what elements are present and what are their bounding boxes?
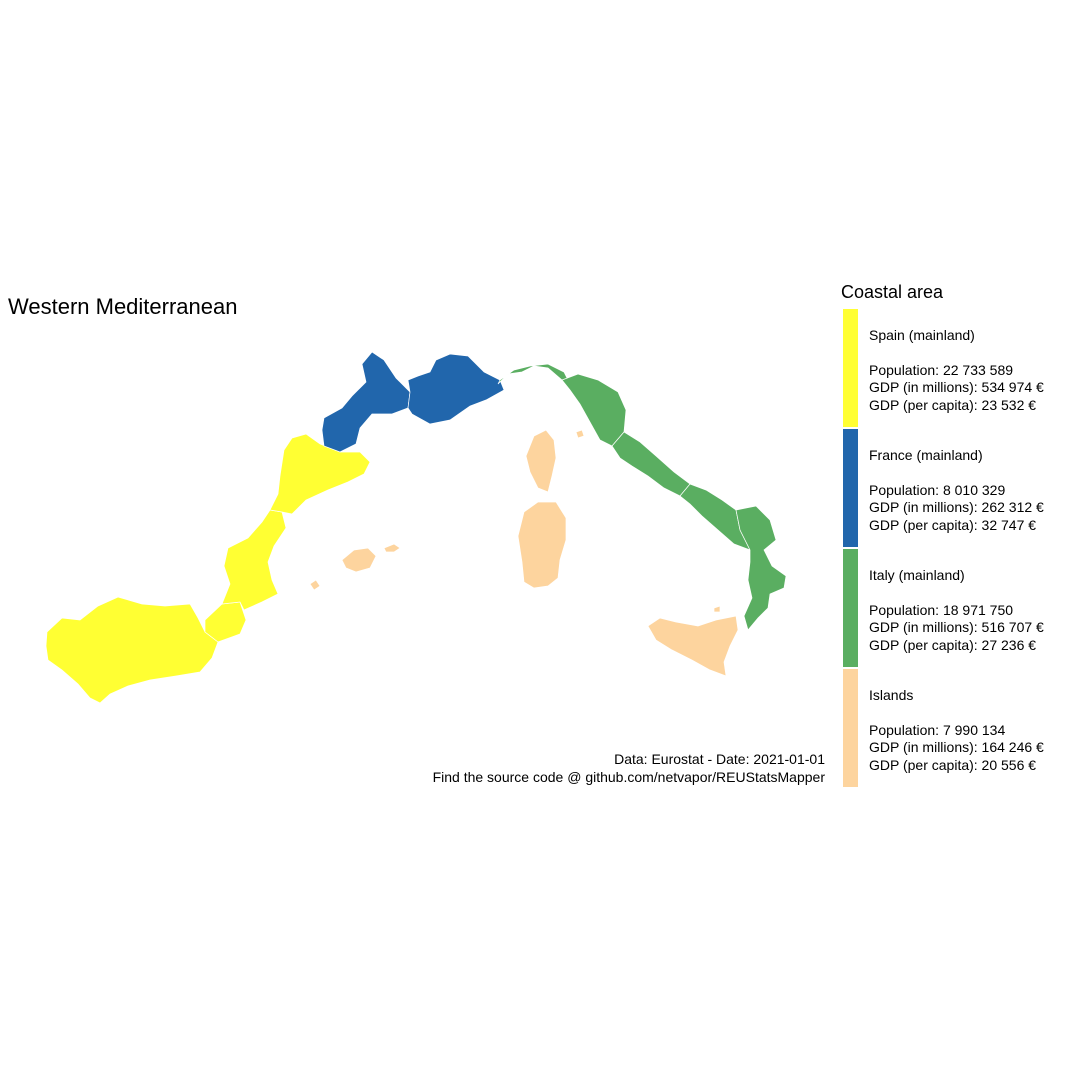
region-provence (407, 353, 505, 425)
legend-swatch-france (843, 429, 858, 547)
region-valencia (221, 509, 287, 611)
legend-title: Coastal area (841, 282, 944, 302)
legend-gdp-millions: GDP (in millions): 262 312 € (869, 499, 1044, 515)
legend-label: Spain (mainland) (869, 327, 975, 343)
legend-population: Population: 8 010 329 (869, 481, 1006, 498)
region-islands (309, 429, 739, 677)
region-andalusia (45, 596, 219, 704)
island-menorca (383, 543, 401, 553)
legend-gdp-per-capita: GDP (per capita): 23 532 € (869, 396, 1037, 413)
region-tuscany (561, 373, 627, 447)
region-liguria (497, 363, 571, 385)
legend-population: Population: 7 990 134 (869, 721, 1006, 738)
island-sardinia (517, 501, 567, 589)
legend-entry-italy: Italy (mainland) Population: 18 971 750 … (841, 549, 1077, 669)
legend-gdp-per-capita: GDP (per capita): 27 236 € (869, 636, 1037, 653)
caption-data-source: Data: Eurostat - Date: 2021-01-01 (614, 751, 825, 767)
legend-entry-islands: Islands Population: 7 990 134 GDP (in mi… (841, 669, 1077, 789)
legend-gdp-per-capita: GDP (per capita): 20 556 € (869, 756, 1037, 773)
legend-swatch-islands (843, 669, 858, 787)
legend-population: Population: 22 733 589 (869, 361, 1014, 378)
island-sicily (647, 615, 739, 677)
region-spain-mainland (45, 433, 371, 704)
caption-source-code: Find the source code @ github.com/netvap… (432, 769, 825, 785)
legend: Coastal area Spain (mainland) Population… (841, 281, 1077, 789)
island-corsica (525, 429, 557, 493)
island-aeolian (713, 605, 721, 613)
map-caption: Data: Eurostat - Date: 2021-01-01 Find t… (433, 750, 825, 786)
legend-label: France (mainland) (869, 447, 983, 463)
region-lazio (611, 431, 691, 497)
legend-gdp-millions: GDP (in millions): 516 707 € (869, 619, 1044, 635)
region-occitania (321, 351, 411, 453)
legend-label: Islands (869, 687, 914, 703)
legend-entry-france: France (mainland) Population: 8 010 329 … (841, 429, 1077, 549)
legend-swatch-spain (843, 309, 858, 427)
legend-gdp-per-capita: GDP (per capita): 32 747 € (869, 516, 1037, 533)
legend-gdp-millions: GDP (in millions): 164 246 € (869, 739, 1044, 755)
legend-swatch-italy (843, 549, 858, 667)
legend-population: Population: 18 971 750 (869, 601, 1014, 618)
legend-entry-spain: Spain (mainland) Population: 22 733 589 … (841, 309, 1077, 429)
island-elba (575, 429, 585, 439)
region-france-mainland (321, 351, 505, 453)
region-murcia (204, 601, 247, 643)
map-title: Western Mediterranean (8, 294, 238, 319)
legend-label: Italy (mainland) (869, 567, 965, 583)
region-catalonia (269, 433, 371, 515)
legend-gdp-millions: GDP (in millions): 534 974 € (869, 379, 1044, 395)
region-calabria (735, 505, 787, 631)
island-mallorca (341, 547, 377, 573)
island-ibiza (309, 579, 321, 591)
region-italy-mainland (497, 363, 787, 631)
